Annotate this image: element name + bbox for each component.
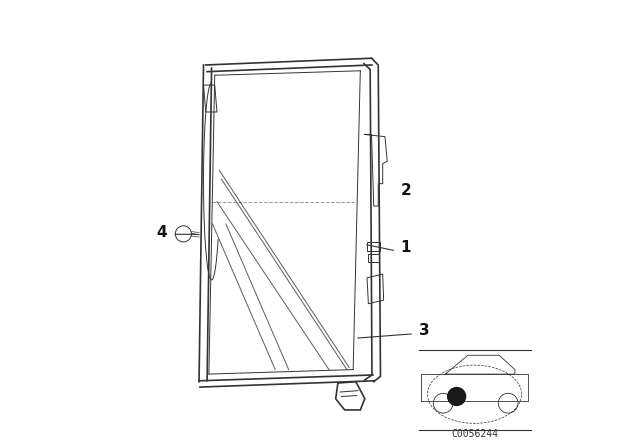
Text: 2: 2 [401,183,412,198]
Text: 1: 1 [401,240,411,255]
Text: 4: 4 [157,224,167,240]
Text: 3: 3 [419,323,429,338]
Circle shape [448,388,466,405]
Text: C0056244: C0056244 [451,429,498,439]
